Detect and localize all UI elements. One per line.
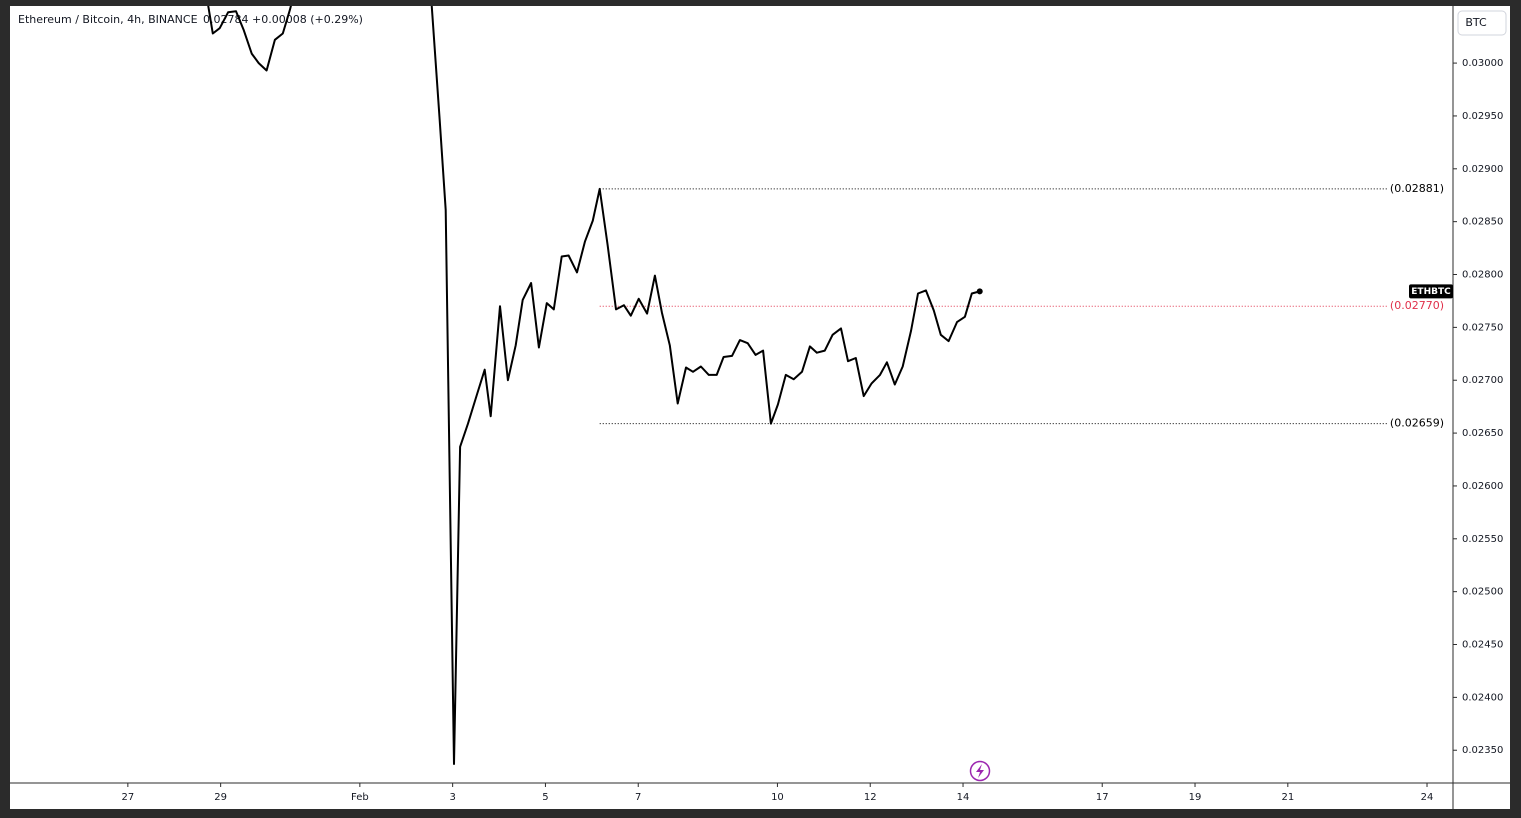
y-tick-label: 0.02900 — [1462, 164, 1503, 175]
last-point — [976, 288, 983, 295]
currency-label[interactable]: BTC — [1465, 16, 1487, 29]
symbol-title: Ethereum / Bitcoin, 4h, BINANCE — [18, 13, 198, 26]
y-tick-label: 0.02750 — [1462, 322, 1503, 333]
plot-area — [207, 6, 1388, 765]
x-tick-label: 27 — [121, 792, 134, 803]
x-tick-label: 10 — [771, 792, 784, 803]
y-tick-label: 0.02550 — [1462, 534, 1503, 545]
y-tick-label: 0.02700 — [1462, 375, 1503, 386]
y-tick-label: 0.02400 — [1462, 692, 1503, 703]
x-tick-label: Feb — [351, 792, 369, 803]
level-label: (0.02659) — [1390, 417, 1444, 430]
chart-background — [10, 6, 1510, 809]
y-tick-label: 0.02500 — [1462, 587, 1503, 598]
y-tick-label: 0.02350 — [1462, 745, 1503, 756]
x-tick-label: 7 — [635, 792, 641, 803]
y-tick-label: 0.02650 — [1462, 428, 1503, 439]
x-tick-label: 24 — [1421, 792, 1434, 803]
x-tick-label: 12 — [864, 792, 877, 803]
x-tick-label: 19 — [1189, 792, 1202, 803]
price-line — [207, 6, 980, 765]
price-tag: ETHBTC — [1411, 287, 1451, 297]
x-tick-label: 14 — [957, 792, 970, 803]
x-tick-label: 5 — [542, 792, 548, 803]
price-change: +0.00008 (+0.29%) — [252, 13, 363, 26]
price-tag-bg — [1409, 284, 1453, 299]
level-label: (0.02881) — [1390, 182, 1444, 195]
y-tick-label: 0.02850 — [1462, 217, 1503, 228]
y-tick-label: 0.03000 — [1462, 58, 1503, 69]
currency-button[interactable] — [1457, 10, 1507, 36]
y-tick-label: 0.02600 — [1462, 481, 1503, 492]
y-tick-label: 0.02800 — [1462, 270, 1503, 281]
y-tick-label: 0.02450 — [1462, 640, 1503, 651]
x-tick-label: 29 — [214, 792, 227, 803]
x-tick-label: 21 — [1281, 792, 1294, 803]
y-tick-label: 0.02950 — [1462, 111, 1503, 122]
lightning-icon[interactable] — [969, 760, 991, 782]
x-tick-label: 3 — [449, 792, 455, 803]
x-tick-label: 17 — [1096, 792, 1109, 803]
level-label: (0.02770) — [1390, 299, 1444, 312]
